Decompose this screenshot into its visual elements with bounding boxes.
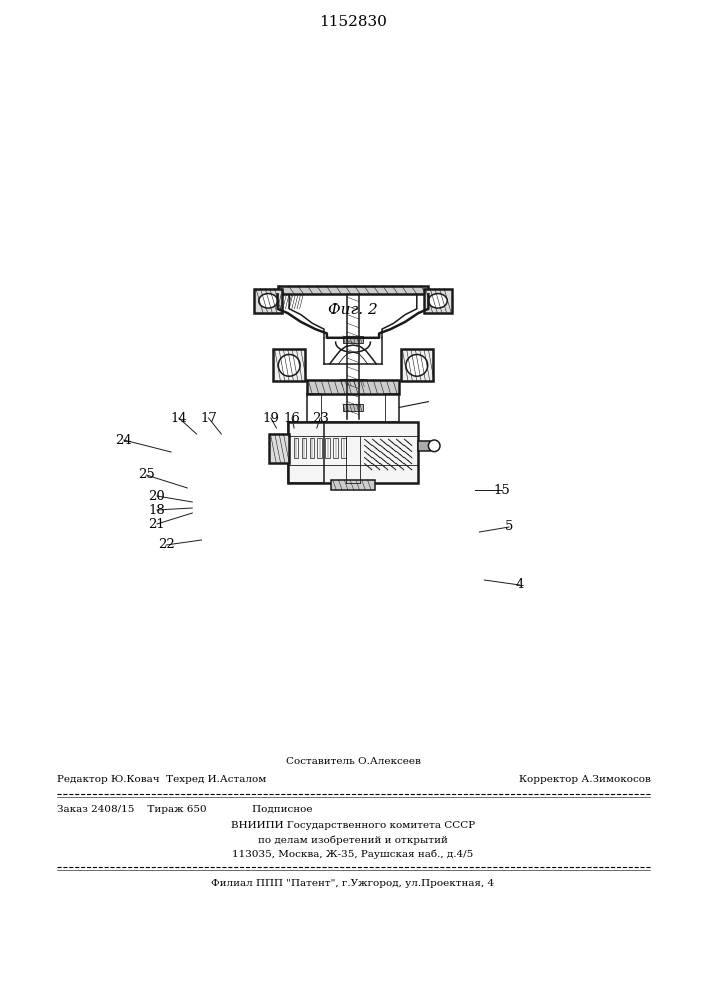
Bar	[343, 336, 363, 343]
Text: 25: 25	[138, 468, 155, 482]
Text: Филиал ППП "Патент", г.Ужгород, ул.Проектная, 4: Филиал ППП "Патент", г.Ужгород, ул.Проек…	[211, 880, 495, 888]
Bar	[288, 422, 419, 483]
Text: 5: 5	[505, 520, 513, 534]
Bar	[278, 286, 428, 294]
Text: 20: 20	[148, 489, 165, 502]
Ellipse shape	[259, 294, 278, 308]
Bar	[307, 380, 399, 394]
Ellipse shape	[279, 354, 300, 376]
Text: 21: 21	[148, 518, 165, 530]
Text: 23: 23	[312, 412, 329, 424]
Text: 14: 14	[170, 412, 187, 424]
Text: 19: 19	[262, 412, 279, 424]
Ellipse shape	[406, 354, 428, 376]
Bar	[401, 349, 433, 381]
Bar	[419, 441, 430, 451]
Text: 15: 15	[493, 484, 510, 496]
Ellipse shape	[428, 294, 448, 308]
Bar	[301, 438, 306, 458]
Bar	[310, 438, 314, 458]
Text: ВНИИПИ Государственного комитета СССР: ВНИИПИ Государственного комитета СССР	[231, 822, 475, 830]
Text: 4: 4	[515, 578, 524, 591]
Bar	[332, 480, 375, 490]
Bar	[341, 438, 346, 458]
Bar	[340, 379, 366, 386]
Circle shape	[428, 440, 440, 452]
Text: Фиг. 2: Фиг. 2	[328, 303, 378, 317]
Bar	[334, 438, 338, 458]
Bar	[288, 422, 324, 483]
Bar	[317, 438, 322, 458]
Bar	[424, 288, 452, 313]
Bar	[343, 404, 363, 411]
Bar	[255, 288, 282, 313]
Text: 24: 24	[115, 434, 132, 446]
Text: Корректор А.Зимокосов: Корректор А.Зимокосов	[518, 776, 650, 784]
Text: Редактор Ю.Ковач  Техред И.Асталом: Редактор Ю.Ковач Техред И.Асталом	[57, 776, 266, 784]
Text: 17: 17	[200, 412, 217, 424]
Text: по делам изобретений и открытий: по делам изобретений и открытий	[258, 835, 448, 845]
Bar	[293, 438, 298, 458]
Bar	[273, 349, 305, 381]
Text: Заказ 2408/15    Тираж 650              Подписное: Заказ 2408/15 Тираж 650 Подписное	[57, 806, 312, 814]
Bar	[325, 438, 329, 458]
Text: 18: 18	[148, 504, 165, 516]
Bar	[269, 434, 289, 462]
Text: 113035, Москва, Ж-35, Раушская наб., д.4/5: 113035, Москва, Ж-35, Раушская наб., д.4…	[233, 849, 474, 859]
Text: 1152830: 1152830	[319, 15, 387, 29]
Text: 16: 16	[284, 412, 300, 424]
Text: Составитель О.Алексеев: Составитель О.Алексеев	[286, 758, 421, 766]
Text: 22: 22	[158, 538, 175, 551]
